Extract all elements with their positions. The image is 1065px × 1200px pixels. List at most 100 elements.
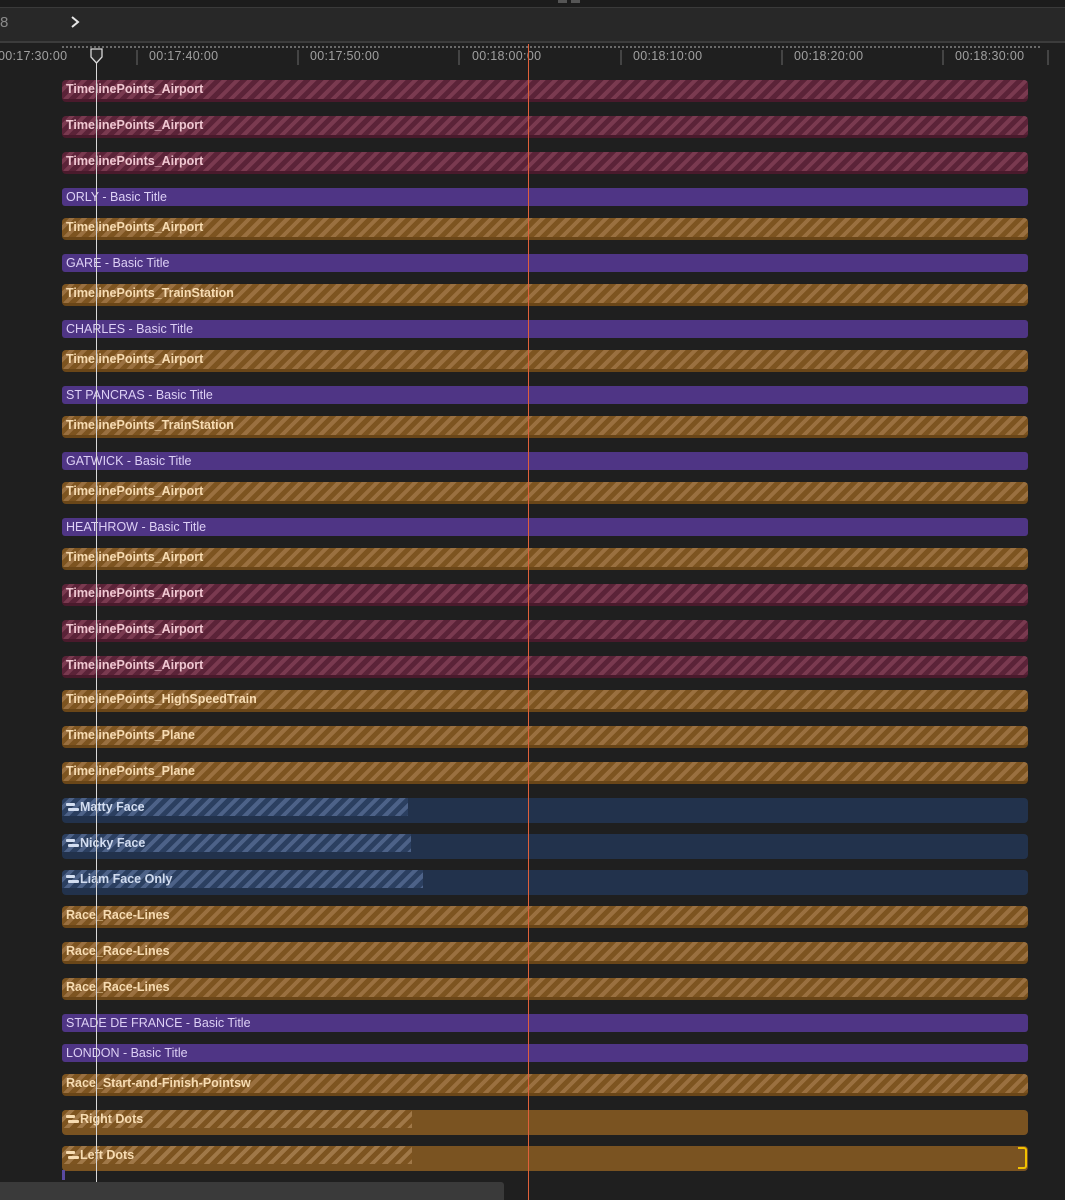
ruler-dot: [218, 46, 220, 48]
ruler-dot: [646, 46, 648, 48]
timeline-clip[interactable]: Race_Race-Lines: [62, 978, 1028, 1000]
ruler-dot: [242, 46, 244, 48]
timeline-clip[interactable]: TimelinePoints_Airport: [62, 584, 1028, 606]
timeline-clip[interactable]: TimelinePoints_Airport: [62, 116, 1028, 138]
ruler-dot: [82, 46, 84, 48]
timeline-clip[interactable]: Right Dots: [62, 1110, 1028, 1135]
ruler-dot: [618, 46, 620, 48]
ruler-dot: [686, 46, 688, 48]
ruler-tick-label: 00:17:50:00: [310, 49, 380, 63]
timeline-clip[interactable]: TimelinePoints_Plane: [62, 762, 1028, 784]
ruler-dot: [990, 46, 992, 48]
ruler-dot: [526, 46, 528, 48]
timeline-clip[interactable]: TimelinePoints_HighSpeedTrain: [62, 690, 1028, 712]
timeline-clip[interactable]: TimelinePoints_Airport: [62, 548, 1028, 570]
timeline-clip[interactable]: TimelinePoints_Airport: [62, 620, 1028, 642]
timeline-clip[interactable]: TimelinePoints_Airport: [62, 80, 1028, 102]
clip-label: HEATHROW - Basic Title: [66, 520, 206, 534]
clip-filmstrip: [62, 834, 411, 852]
timeline-clip[interactable]: Nicky Face: [62, 834, 1028, 859]
ruler-dot: [262, 46, 264, 48]
playhead-handle-icon[interactable]: [90, 48, 103, 64]
ruler-dot: [174, 46, 176, 48]
timeline-clip[interactable]: TimelinePoints_Airport: [62, 482, 1028, 504]
clip-label-text: TimelinePoints_Airport: [66, 550, 204, 564]
compound-clip-icon: [66, 838, 79, 848]
ruler-dot: [530, 46, 532, 48]
timeline-clip[interactable]: GARE - Basic Title: [62, 254, 1028, 272]
timeline-clip[interactable]: HEATHROW - Basic Title: [62, 518, 1028, 536]
ruler-dot: [754, 46, 756, 48]
timecode-ruler[interactable]: 00:17:30:00 00:17:40:00 00:17:50:00 00:1…: [0, 43, 1065, 69]
clip-label-text: TimelinePoints_Airport: [66, 154, 204, 168]
timeline-clip[interactable]: TimelinePoints_Airport: [62, 350, 1028, 372]
clip-label-text: TimelinePoints_TrainStation: [66, 286, 234, 300]
ruler-dot: [974, 46, 976, 48]
ruler-dot: [1002, 46, 1004, 48]
playhead-line[interactable]: [96, 58, 97, 1200]
ruler-dot: [438, 46, 440, 48]
timeline-clip[interactable]: LONDON - Basic Title: [62, 1044, 1028, 1062]
timeline-clip[interactable]: CHARLES - Basic Title: [62, 320, 1028, 338]
timeline-clip[interactable]: TimelinePoints_TrainStation: [62, 416, 1028, 438]
ruler-dot: [982, 46, 984, 48]
ruler-dot: [462, 46, 464, 48]
ruler-dot: [998, 46, 1000, 48]
ruler-dot: [290, 46, 292, 48]
ruler-dot: [938, 46, 940, 48]
timeline-clip[interactable]: Matty Face: [62, 798, 1028, 823]
skimmer-line: [528, 44, 529, 1200]
timeline-clip[interactable]: TimelinePoints_Airport: [62, 152, 1028, 174]
ruler-dot: [194, 46, 196, 48]
clip-filmstrip: [62, 870, 423, 888]
selection-end-bracket[interactable]: [1018, 1147, 1027, 1169]
timeline-clip[interactable]: TimelinePoints_Airport: [62, 656, 1028, 678]
timeline-clip[interactable]: TimelinePoints_Airport: [62, 218, 1028, 240]
horizontal-scrollbar[interactable]: [0, 1182, 504, 1200]
timeline-clip[interactable]: ST PANCRAS - Basic Title: [62, 386, 1028, 404]
ruler-dot: [470, 46, 472, 48]
ruler-dot: [70, 46, 72, 48]
ruler-dot: [78, 46, 80, 48]
clip-label-text: Race_Race-Lines: [66, 908, 170, 922]
clip-label: LONDON - Basic Title: [66, 1046, 188, 1060]
timeline-clip[interactable]: TimelinePoints_Plane: [62, 726, 1028, 748]
ruler-dot: [946, 46, 948, 48]
timeline-clip[interactable]: Liam Face Only: [62, 870, 1028, 895]
clip-label: TimelinePoints_Airport: [66, 484, 203, 498]
ruler-dot: [510, 46, 512, 48]
timeline-clip[interactable]: TimelinePoints_TrainStation: [62, 284, 1028, 306]
compound-clip-icon: [66, 874, 79, 884]
compound-clip-icon: [66, 1150, 79, 1160]
ruler-dot: [942, 46, 944, 48]
ruler-dot: [366, 46, 368, 48]
ruler-dot: [134, 46, 136, 48]
drag-handle-icon[interactable]: [558, 0, 584, 4]
ruler-dot: [834, 46, 836, 48]
ruler-dot: [718, 46, 720, 48]
clip-label-text: ORLY - Basic Title: [66, 190, 167, 204]
timeline-clip[interactable]: STADE DE FRANCE - Basic Title: [62, 1014, 1028, 1032]
ruler-dot: [934, 46, 936, 48]
ruler-dot: [678, 46, 680, 48]
timeline-clip[interactable]: ORLY - Basic Title: [62, 188, 1028, 206]
chevron-right-icon[interactable]: [68, 12, 84, 32]
ruler-dot: [426, 46, 428, 48]
clip-label-text: Liam Face Only: [80, 872, 173, 886]
ruler-dot: [198, 46, 200, 48]
ruler-dot: [378, 46, 380, 48]
ruler-dot: [926, 46, 928, 48]
timeline-clip[interactable]: Race_Race-Lines: [62, 942, 1028, 964]
clip-label-text: HEATHROW - Basic Title: [66, 520, 207, 534]
ruler-dot: [330, 46, 332, 48]
timeline-clip[interactable]: GATWICK - Basic Title: [62, 452, 1028, 470]
clip-label: ORLY - Basic Title: [66, 190, 167, 204]
timeline-clip[interactable]: Left Dots: [62, 1146, 1028, 1171]
ruler-dot: [418, 46, 420, 48]
ruler-dot: [170, 46, 172, 48]
ruler-dot: [146, 46, 148, 48]
ruler-dot: [534, 46, 536, 48]
ruler-dot: [90, 46, 92, 48]
timeline-clip[interactable]: Race_Race-Lines: [62, 906, 1028, 928]
timeline-clip[interactable]: Race_Start-and-Finish-Pointsw: [62, 1074, 1028, 1096]
